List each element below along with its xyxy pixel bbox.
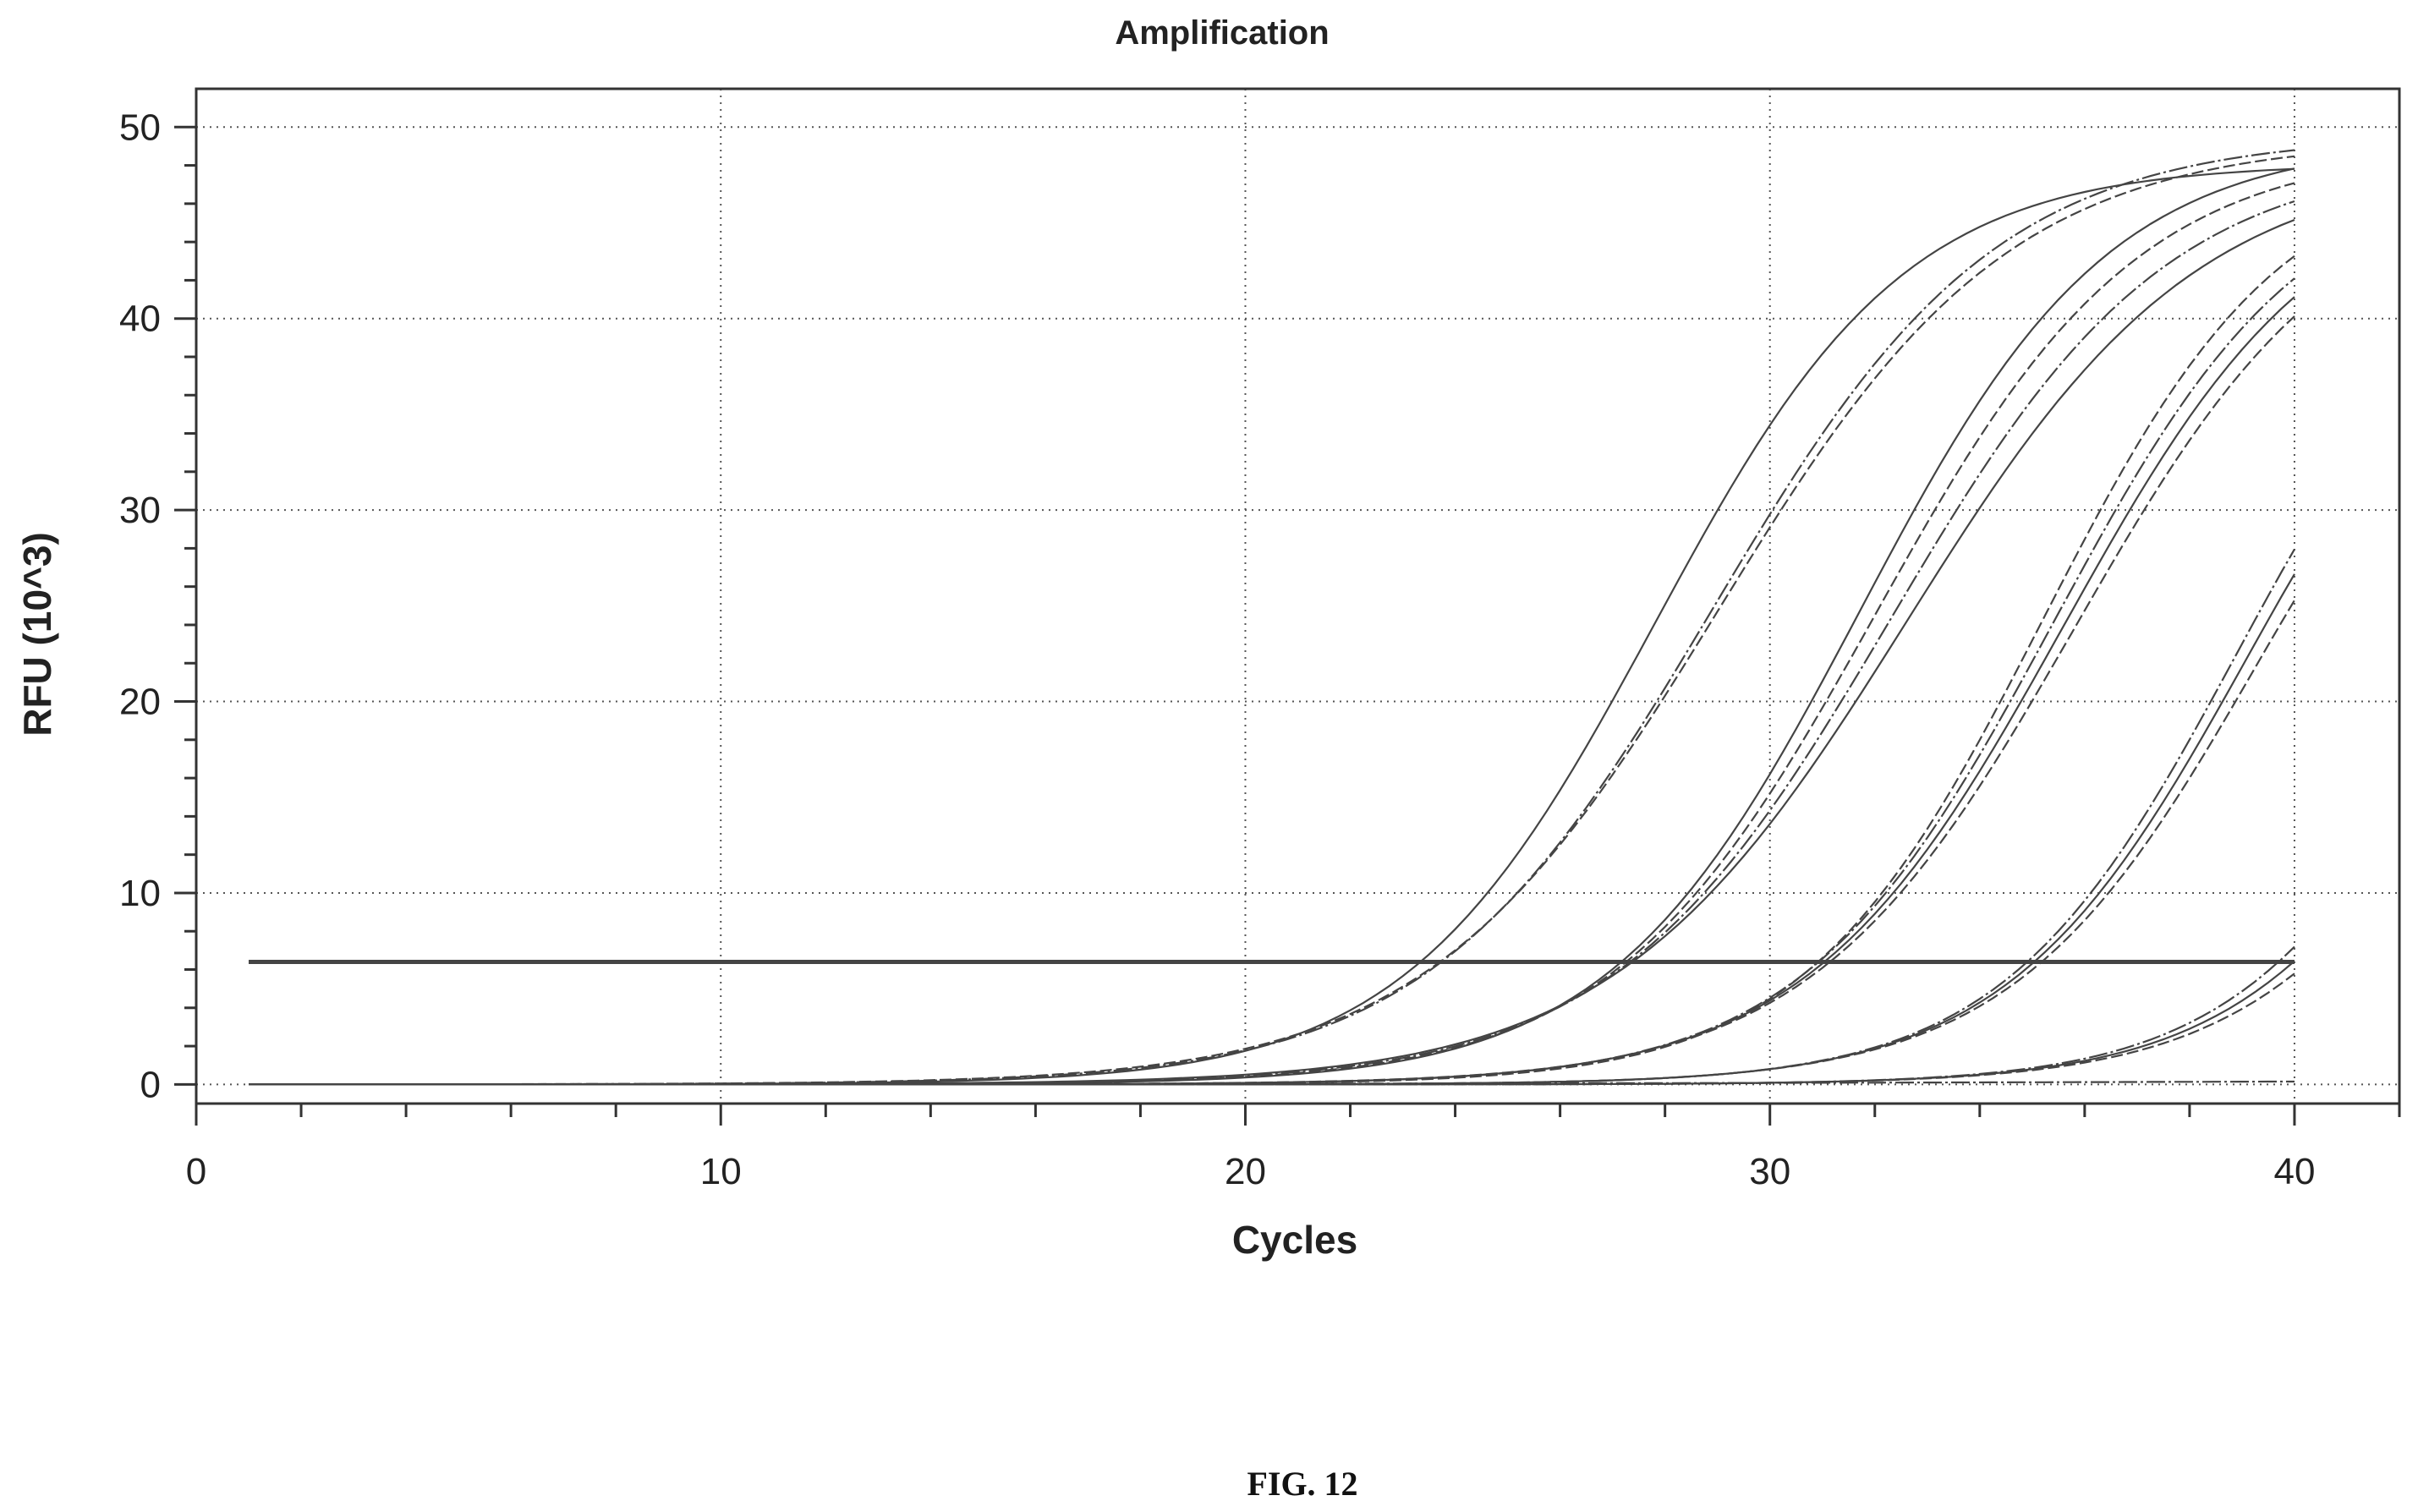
figure-caption: FIG. 12 — [1247, 1465, 1357, 1503]
plot-area-frame — [195, 87, 2401, 1105]
y-tick-label-0: 0 — [140, 1064, 161, 1105]
amplification-curve-2 — [249, 155, 2295, 1086]
amplification-curve-7 — [249, 218, 2295, 1086]
amplification-curve-17 — [249, 972, 2295, 1086]
amplification-curve-13 — [249, 573, 2295, 1086]
y-tick-labels: 0 10 20 30 40 50 — [119, 107, 161, 1105]
y-tick-label-10: 10 — [119, 873, 161, 914]
x-tick-label-40: 40 — [2273, 1151, 2315, 1192]
amplification-curve-16 — [249, 960, 2295, 1086]
amplification-curve-10 — [249, 296, 2295, 1086]
y-axis-label: RFU (10^3) — [15, 532, 59, 737]
amplification-curve-3 — [249, 149, 2295, 1086]
x-tick-label-20: 20 — [1225, 1151, 1266, 1192]
axis-ticks — [174, 125, 2401, 1126]
y-tick-label-50: 50 — [119, 107, 161, 148]
x-tick-labels: 0 10 20 30 40 — [186, 1151, 2316, 1192]
amplification-curve-6 — [249, 200, 2295, 1086]
amplification-curve-14 — [249, 600, 2295, 1086]
amplification-curve-18 — [249, 1080, 2295, 1086]
y-tick-label-20: 20 — [119, 682, 161, 723]
x-tick-label-10: 10 — [700, 1151, 742, 1192]
amplification-curve-4 — [249, 167, 2295, 1086]
x-axis-label: Cycles — [1232, 1218, 1357, 1262]
x-tick-label-0: 0 — [186, 1151, 206, 1192]
amplification-curve-15 — [249, 945, 2295, 1086]
amplification-curve-12 — [249, 548, 2295, 1086]
y-tick-label-40: 40 — [119, 299, 161, 340]
chart-title: Amplification — [1115, 14, 1329, 52]
grid — [196, 89, 2399, 1104]
amplification-curve-1 — [249, 167, 2295, 1086]
x-tick-label-30: 30 — [1749, 1151, 1790, 1192]
y-tick-label-30: 30 — [119, 490, 161, 531]
amplification-curves — [249, 149, 2295, 1086]
amplification-curve-11 — [249, 315, 2295, 1086]
